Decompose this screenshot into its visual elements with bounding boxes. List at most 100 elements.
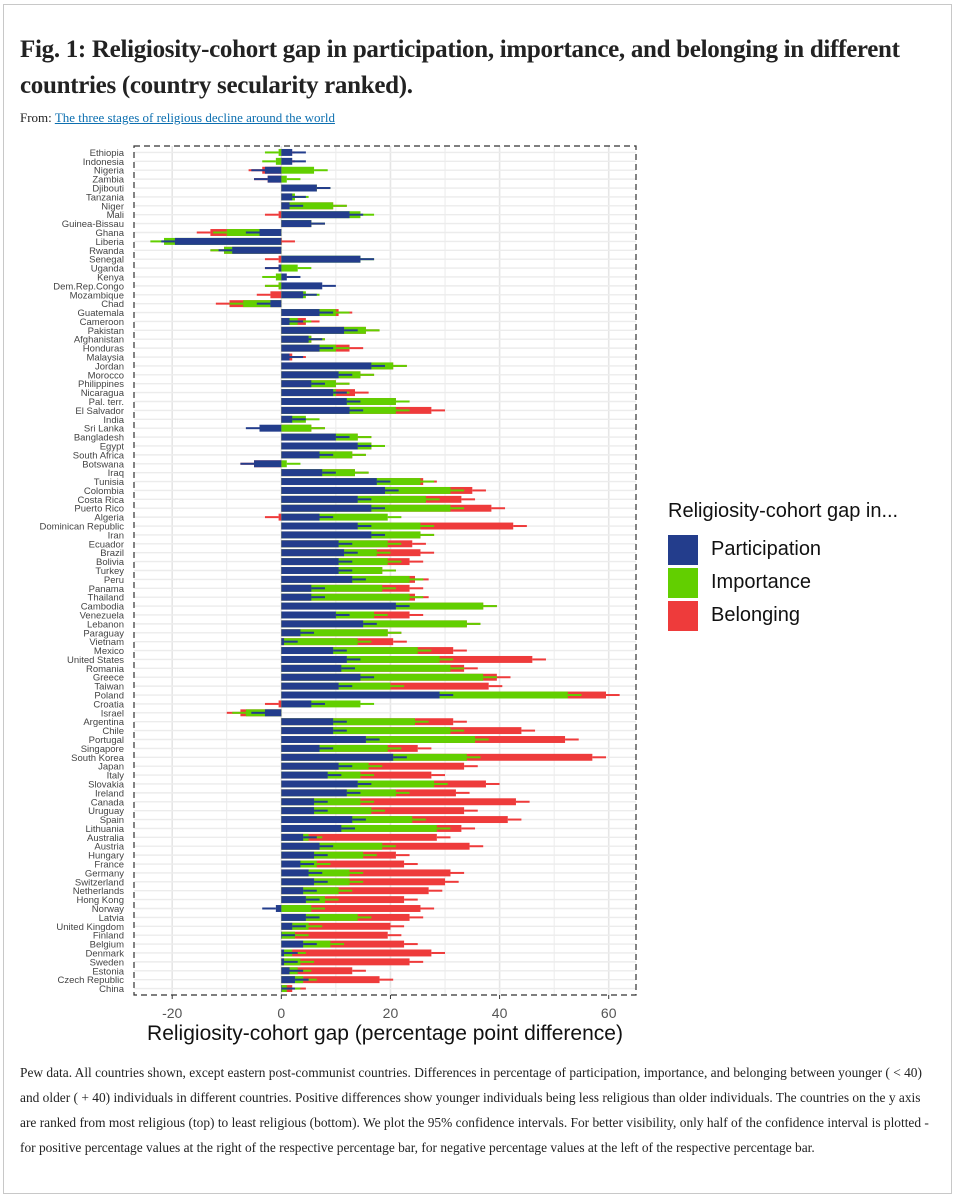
y-tick-label: Argentina — [83, 717, 124, 728]
bar-participation — [281, 620, 364, 628]
bar-participation — [281, 673, 361, 681]
y-tick-label: Greece — [93, 673, 124, 684]
bar-participation — [281, 798, 315, 806]
bar-participation — [281, 317, 290, 325]
bar-participation — [281, 736, 366, 743]
y-tick-label: Iraq — [108, 468, 124, 479]
legend-item-importance: Importance — [668, 566, 898, 599]
y-tick-label: Mozambique — [70, 290, 124, 301]
bar-participation — [281, 353, 290, 361]
y-tick-label: Paraguay — [83, 628, 124, 639]
y-tick-label: Denmark — [85, 948, 124, 959]
y-tick-label: Switzerland — [75, 877, 124, 888]
y-tick-label: Dem.Rep.Congo — [53, 281, 124, 292]
y-tick-label: Morocco — [88, 370, 124, 381]
bar-belonging — [281, 798, 516, 806]
bar-belonging — [281, 949, 432, 957]
y-tick-label: Vietnam — [89, 637, 124, 648]
bar-participation — [281, 442, 358, 450]
bar-participation — [281, 495, 358, 503]
bar-importance — [281, 664, 451, 672]
bar-participation — [281, 211, 350, 219]
bar-belonging — [278, 255, 282, 263]
y-tick-label: Romania — [86, 664, 125, 675]
bar-belonging — [270, 291, 282, 299]
bar-belonging — [278, 513, 282, 521]
y-tick-label: Puerto Rico — [74, 504, 124, 515]
bar-participation — [281, 611, 336, 619]
bar-participation — [281, 913, 306, 921]
y-tick-label: Turkey — [95, 566, 124, 577]
bar-belonging — [281, 922, 391, 930]
y-tick-label: Lithuania — [85, 824, 124, 835]
bar-belonging — [281, 905, 421, 912]
y-tick-label: Guinea-Bissau — [62, 219, 124, 230]
bar-importance — [281, 638, 358, 646]
y-tick-label: Singapore — [81, 744, 124, 755]
bar-participation — [281, 700, 312, 708]
y-tick-label: Panama — [89, 584, 125, 595]
bar-participation — [281, 638, 285, 646]
bar-importance — [278, 282, 282, 290]
y-tick-label: El Salvador — [75, 406, 124, 417]
bar-participation — [232, 246, 282, 254]
bar-importance — [281, 424, 312, 432]
y-tick-label: Cambodia — [81, 602, 125, 613]
bar-participation — [281, 433, 336, 441]
bar-participation — [281, 958, 285, 966]
bar-importance — [281, 593, 410, 601]
y-tick-label: South Africa — [73, 450, 125, 461]
y-tick-label: Honduras — [83, 344, 124, 355]
bar-participation — [281, 967, 290, 975]
y-tick-label: Niger — [101, 201, 124, 212]
y-tick-label: Mali — [107, 210, 124, 221]
bar-belonging — [281, 976, 380, 984]
bar-importance — [281, 460, 287, 468]
bar-importance — [281, 175, 287, 183]
bar-participation — [281, 406, 350, 414]
x-tick-label: 60 — [601, 1005, 617, 1021]
bar-participation — [281, 744, 320, 752]
y-tick-label: Peru — [104, 575, 124, 586]
bar-participation — [281, 478, 377, 486]
y-tick-label: Jordan — [95, 361, 124, 372]
bar-participation — [281, 344, 320, 352]
bar-importance — [281, 629, 388, 637]
y-tick-label: Costa Rica — [78, 495, 125, 506]
bar-participation — [281, 816, 353, 824]
bar-participation — [281, 807, 315, 815]
bar-participation — [281, 389, 334, 397]
y-tick-label: Zambia — [92, 175, 124, 186]
y-tick-label: Hong Kong — [76, 895, 124, 906]
y-tick-label: Estonia — [92, 966, 124, 977]
y-tick-label: Senegal — [89, 255, 124, 266]
bar-belonging — [281, 958, 410, 966]
bar-importance — [278, 148, 282, 156]
x-tick-label: -20 — [162, 1005, 182, 1021]
bar-participation — [281, 976, 295, 984]
y-tick-label: Germany — [85, 868, 124, 879]
y-tick-label: Chile — [102, 726, 124, 737]
y-tick-label: Austria — [94, 842, 124, 853]
y-tick-label: Ghana — [95, 228, 124, 239]
y-tick-label: Liberia — [95, 237, 124, 248]
y-tick-label: Sweden — [90, 957, 124, 968]
y-tick-label: Ecuador — [89, 539, 124, 550]
bars — [150, 148, 620, 993]
bar-participation — [281, 655, 347, 663]
y-tick-label: Nigeria — [94, 166, 125, 177]
bar-participation — [264, 709, 282, 717]
bar-participation — [281, 398, 347, 405]
bar-participation — [281, 148, 293, 156]
y-tick-label: Finland — [93, 931, 124, 942]
y-tick-label: Taiwan — [94, 682, 124, 693]
bar-importance — [281, 744, 388, 752]
y-tick-label: Lebanon — [87, 619, 124, 630]
source-link[interactable]: The three stages of religious decline ar… — [54, 110, 335, 125]
y-tick-label: Japan — [98, 762, 124, 773]
legend-item-participation: Participation — [668, 533, 898, 566]
plot-panel-border — [133, 145, 637, 996]
bar-importance — [281, 905, 312, 912]
y-tick-label: Dominican Republic — [40, 522, 125, 533]
y-tick-label: Israel — [101, 708, 124, 719]
